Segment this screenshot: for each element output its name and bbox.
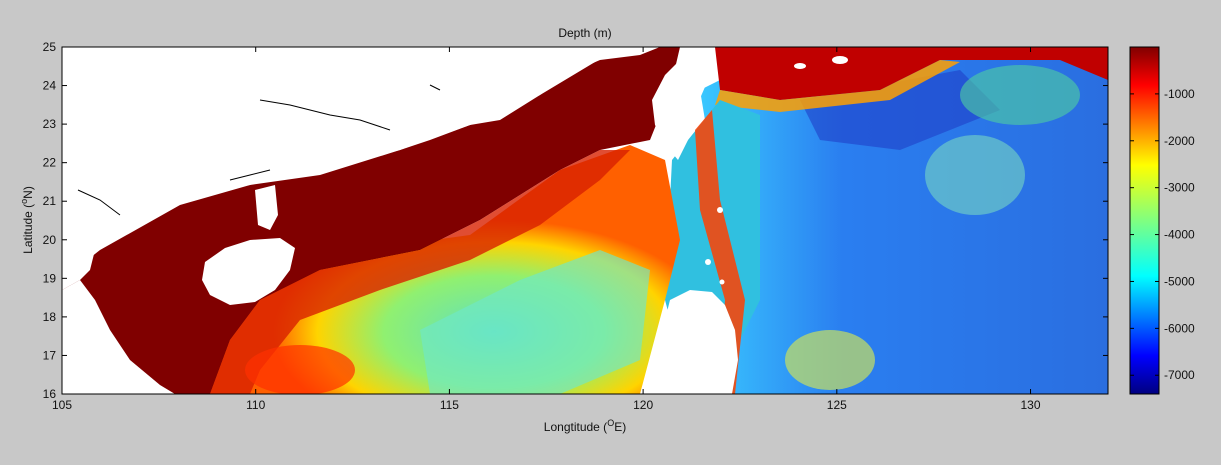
y-tick-label: 22 bbox=[43, 156, 57, 170]
x-tick-label: 110 bbox=[246, 398, 265, 412]
x-tick-label: 120 bbox=[633, 398, 653, 412]
colorbar-tick-label: -1000 bbox=[1164, 87, 1195, 101]
pacific-northeast-shoal bbox=[960, 65, 1080, 125]
y-tick-label: 17 bbox=[43, 348, 57, 362]
land-taiwan bbox=[652, 50, 712, 160]
y-tick-label: 20 bbox=[43, 233, 57, 247]
vietnam-slope bbox=[245, 345, 355, 394]
colorbar-tick-label: -5000 bbox=[1164, 274, 1195, 288]
land-ryukyu-island bbox=[832, 56, 848, 64]
map-area bbox=[62, 47, 1108, 394]
pacific-ocean bbox=[700, 47, 1108, 394]
colorbar-tick-label: -2000 bbox=[1164, 134, 1195, 148]
y-tick-label: 25 bbox=[43, 40, 57, 54]
x-tick-label: 115 bbox=[440, 398, 459, 412]
land-small-island bbox=[719, 279, 725, 285]
continental-shelf bbox=[62, 47, 680, 394]
y-tick-label: 16 bbox=[43, 387, 57, 401]
colorbar-tick-label: -6000 bbox=[1164, 321, 1195, 335]
land-babuyan-island bbox=[705, 259, 711, 265]
x-tick-label: 130 bbox=[1021, 398, 1041, 412]
x-tick-label: 105 bbox=[52, 398, 72, 412]
colorbar-axis: -1000 -2000 -3000 -4000 -5000 -6000 -7000 bbox=[1130, 87, 1195, 382]
philippine-trench bbox=[800, 70, 1000, 150]
x-axis-label: Longtitude (OE) bbox=[544, 418, 626, 434]
land-batan-island bbox=[717, 207, 723, 213]
y-tick-label: 21 bbox=[43, 194, 57, 208]
colorbar-tick-label: -4000 bbox=[1164, 228, 1195, 242]
x-axis: 105 110 115 120 125 130 bbox=[52, 47, 1041, 412]
northern-shelf bbox=[715, 47, 1108, 100]
land-luzon bbox=[660, 290, 738, 394]
coastline bbox=[77, 84, 441, 216]
y-tick-label: 23 bbox=[43, 117, 57, 131]
y-axis: 16 17 18 19 20 21 22 23 24 25 bbox=[43, 40, 1108, 401]
northern-slope bbox=[715, 60, 960, 112]
x-tick-label: 125 bbox=[827, 398, 847, 412]
luzon-arc bbox=[695, 110, 745, 394]
land-vietnam bbox=[62, 280, 175, 394]
scs-deep-center bbox=[420, 250, 650, 394]
shelf-break bbox=[210, 150, 630, 394]
land-hainan bbox=[202, 238, 295, 305]
pacific-rise bbox=[925, 135, 1025, 215]
y-axis-label: Latitude (oN) bbox=[19, 186, 35, 254]
plot-frame bbox=[61, 46, 1109, 395]
colorbar-tick-label: -3000 bbox=[1164, 181, 1195, 195]
land-leizhou bbox=[255, 185, 278, 230]
colorbar bbox=[1129, 46, 1160, 395]
colorbar-tick-label: -7000 bbox=[1164, 368, 1195, 382]
land-china bbox=[62, 47, 660, 290]
map-title: Depth (m) bbox=[558, 26, 611, 40]
y-tick-label: 19 bbox=[43, 271, 57, 285]
land-ryukyu-island-2 bbox=[794, 63, 806, 69]
y-tick-label: 24 bbox=[43, 79, 57, 93]
pacific-plateau bbox=[785, 330, 875, 390]
y-tick-label: 18 bbox=[43, 310, 57, 324]
